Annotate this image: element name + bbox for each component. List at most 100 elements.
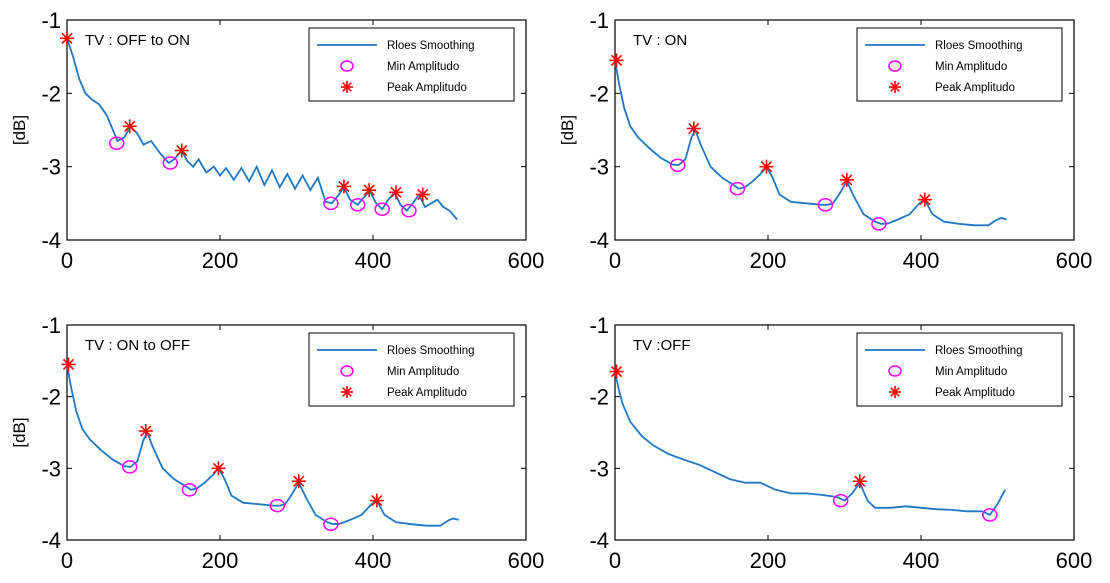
x-tick-label: 400 [903,548,940,573]
legend-entry: Rloes Smoothing [935,40,1023,52]
legend-entry: Min Amplitudo [935,366,1007,378]
y-tick-label: -2 [589,81,609,106]
min-point [817,198,834,212]
peak-point [291,474,306,489]
x-tick-label: 400 [903,248,940,273]
legend-min-swatch [340,60,354,72]
peak-point [61,357,76,372]
y-tick-label: -3 [41,456,61,481]
legend-entry: Peak Amplitudo [935,82,1015,94]
y-tick-label: -3 [589,155,609,180]
x-tick-label: 600 [1056,548,1093,573]
legend: Rloes Smoothing Min Amplitudo Peak Amplitu… [308,332,515,407]
min-point [323,517,339,531]
y-tick-label: -2 [41,385,61,410]
y-tick-label: -4 [41,228,61,253]
y-tick-label: -4 [41,528,61,553]
series-line-1 [614,60,1007,227]
peak-point [415,187,430,202]
y-tick-label: -2 [589,385,609,410]
legend-box [308,27,515,102]
legend-entry: Peak Amplitudo [935,387,1015,399]
min-point [401,203,417,218]
x-tick-label: 0 [609,548,621,573]
min-point [108,136,125,150]
legend: Rloes Smoothing Min Amplitudo Peak Amplitu… [856,332,1063,407]
x-tick-label: 200 [750,248,787,273]
legend-min-swatch [340,365,354,377]
peak-point [211,461,226,476]
peak-point [609,364,624,379]
peak-point [174,143,189,158]
y-tick-label: -4 [589,528,609,553]
legend-peak-swatch [341,81,353,93]
peak-point [759,159,774,174]
y-tick-label: -2 [41,81,61,106]
x-tick-label: 400 [355,248,392,273]
peak-point [917,192,932,207]
y-tick-label: -1 [41,8,61,33]
chart-panel-1: 0 200 400 600 -1 -2 -3 -4 [dB] TV : OFF to ON Rloe… [10,8,544,273]
min-point [871,217,887,231]
legend-min-swatch [888,365,902,377]
peak-point [336,179,351,194]
x-tick-label: 0 [609,248,621,273]
panel-title: TV :OFF [633,337,691,354]
y-tick-label: -4 [589,228,609,253]
chart-panel-3: 0 200 400 600 -1 -2 -3 -4 [dB] TV : ON to OFF Rloe… [10,313,544,573]
panel-title: TV : OFF to ON [85,32,190,49]
y-axis-label: [dB] [10,417,29,447]
legend-peak-swatch [341,386,353,398]
legend-entry: Min Amplitudo [387,366,459,378]
min-point [162,156,179,170]
legend-entry: Rloes Smoothing [935,345,1023,357]
y-tick-label: -1 [589,313,609,338]
x-tick-label: 200 [202,248,239,273]
min-point [982,508,998,522]
x-tick-label: 600 [508,548,545,573]
min-point [374,202,390,216]
legend-entry: Rloes Smoothing [387,40,475,52]
peak-point [369,493,384,508]
min-point [121,460,138,474]
legend-box [308,332,515,407]
legend-peak-swatch [889,386,901,398]
legend-entry: Min Amplitudo [935,61,1007,73]
min-point [323,196,339,211]
y-axis-label: [dB] [558,115,577,145]
peak-point [852,474,867,489]
legend-peak-swatch [889,81,901,93]
legend-box [856,332,1063,407]
legend-entry: Peak Amplitudo [387,387,467,399]
peak-point [388,185,403,200]
peak-point [362,183,377,198]
legend-entry: Min Amplitudo [387,61,459,73]
min-point [349,198,366,212]
legend-min-swatch [888,60,902,72]
y-tick-label: -1 [41,313,61,338]
legend: Rloes Smoothing Min Amplitudo Peak Amplitu… [856,27,1063,102]
y-tick-label: -3 [589,456,609,481]
min-point [669,158,686,172]
x-tick-label: 200 [202,548,239,573]
plot-area [614,324,1075,541]
legend-entry: Peak Amplitudo [387,82,467,94]
x-tick-label: 600 [1056,248,1093,273]
series-line-1 [66,364,459,527]
peak-point [138,424,153,439]
x-tick-label: 200 [750,548,787,573]
min-point [269,498,286,513]
panel-title: TV : ON [633,32,687,49]
peak-point [122,119,137,134]
series-line-1 [614,371,1006,517]
x-tick-label: 0 [61,548,73,573]
peak-point [686,121,701,136]
peak-point [60,31,74,46]
min-point [832,493,849,508]
plot-area [66,324,527,541]
y-tick-label: -1 [589,8,609,33]
plot-area [614,19,1075,241]
x-tick-label: 600 [508,248,545,273]
peak-point [609,53,624,68]
